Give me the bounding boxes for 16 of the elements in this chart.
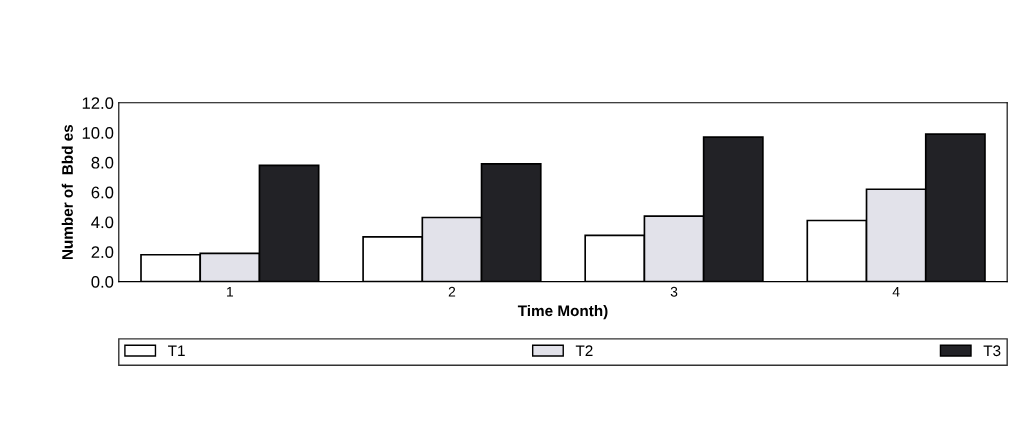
legend-label: T1 xyxy=(168,345,185,357)
y-tick-label: 8.0 xyxy=(91,156,114,169)
y-axis-title: Number of Bbd es xyxy=(61,124,73,260)
x-tick-label: 4 xyxy=(892,286,900,297)
y-tick-label: 4.0 xyxy=(91,216,114,229)
y-tick-label: 12.0 xyxy=(82,97,114,110)
x-tick-label: 1 xyxy=(227,286,234,297)
legend-label: T2 xyxy=(575,345,593,357)
y-tick-label: 2.0 xyxy=(91,246,114,259)
x-tick-label: 2 xyxy=(448,286,456,297)
legend-label: T3 xyxy=(983,345,1001,357)
y-tick-label: 6.0 xyxy=(91,186,114,199)
y-tick-label: 0.0 xyxy=(91,276,114,288)
x-axis-title: Time Month) xyxy=(517,304,608,320)
y-tick-label: 10.0 xyxy=(82,127,114,139)
x-tick-label: 3 xyxy=(670,286,678,297)
